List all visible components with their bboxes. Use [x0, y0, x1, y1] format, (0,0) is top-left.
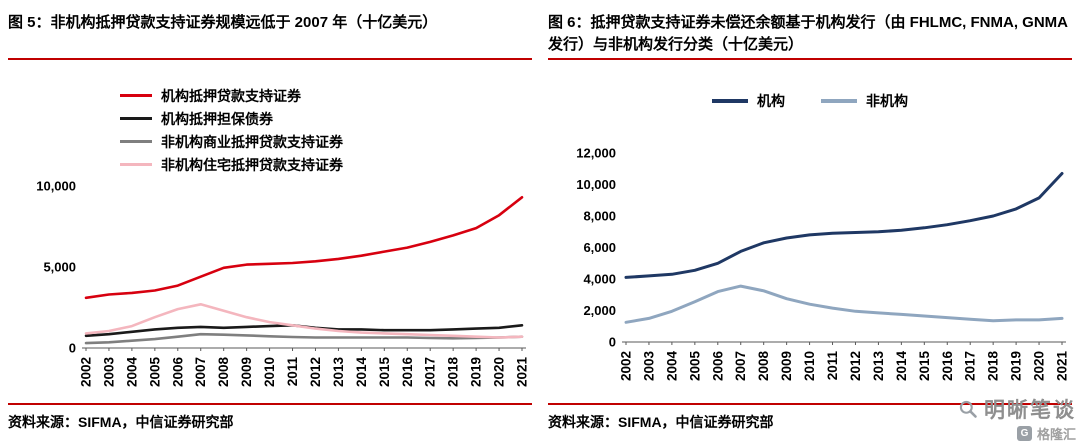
svg-text:2019: 2019 — [1009, 351, 1024, 381]
legend-label: 机构抵押担保债券 — [161, 110, 273, 127]
legend-swatch — [712, 99, 748, 103]
svg-text:2005: 2005 — [147, 357, 162, 388]
svg-text:2013: 2013 — [871, 351, 886, 382]
figure-5-panel: 图 5：非机构抵押贷款支持证券规模远低于 2007 年（十亿美元） 机构抵押贷款… — [8, 10, 532, 445]
figure-6-legend: 机构 非机构 — [548, 88, 1072, 114]
figure-6-chart-area: 机构 非机构 0 2,000 4,000 6,000 8,000 10,000 12,000 2… — [548, 60, 1072, 403]
legend-swatch — [120, 139, 152, 144]
figure-5-title-separator — [8, 58, 532, 60]
svg-text:2,000: 2,000 — [583, 303, 616, 318]
svg-text:2016: 2016 — [940, 351, 955, 382]
svg-text:5,000: 5,000 — [43, 260, 76, 275]
figure-6-line-chart: 0 2,000 4,000 6,000 8,000 10,000 12,000 2002 200… — [576, 146, 1070, 382]
watermark: 明晰笔谈 G 格隆汇 — [958, 394, 1076, 443]
svg-text:2011: 2011 — [825, 351, 840, 381]
svg-text:10,000: 10,000 — [36, 179, 76, 194]
svg-text:6,000: 6,000 — [583, 240, 616, 255]
legend-item: 非机构商业抵押贷款支持证券 — [120, 130, 532, 153]
legend-label: 机构 — [757, 93, 785, 109]
svg-text:2009: 2009 — [239, 357, 254, 387]
magnifier-icon — [959, 400, 977, 418]
legend-item: 非机构 — [821, 91, 908, 111]
svg-text:2011: 2011 — [285, 357, 300, 387]
svg-text:2006: 2006 — [170, 357, 185, 388]
figure-5-legend: 机构抵押贷款支持证券 机构抵押担保债券非机构商业抵押贷款支持证券 非机构住宅抵押贷款… — [120, 84, 532, 176]
gelonghui-logo-icon: G — [1016, 426, 1032, 441]
svg-text:2019: 2019 — [469, 357, 484, 387]
svg-text:2012: 2012 — [848, 351, 863, 381]
svg-text:2008: 2008 — [216, 357, 231, 388]
legend-swatch — [821, 99, 857, 103]
legend-label: 非机构 — [866, 93, 908, 109]
svg-text:2017: 2017 — [423, 357, 438, 387]
svg-text:2013: 2013 — [331, 357, 346, 388]
svg-text:2003: 2003 — [641, 351, 656, 382]
legend-item: 非机构住宅抵押贷款支持证券 — [120, 153, 532, 176]
figure-6-title: 图 6：抵押贷款支持证券未偿还余额基于机构发行（由 FHLMC, FNMA, G… — [548, 14, 1068, 53]
svg-text:2015: 2015 — [377, 357, 392, 388]
svg-text:2007: 2007 — [193, 357, 208, 387]
svg-text:2021: 2021 — [515, 357, 530, 388]
svg-text:8,000: 8,000 — [583, 209, 616, 224]
watermark-title: 明晰笔谈 — [984, 399, 1076, 422]
figure-6-title-separator — [548, 58, 1072, 60]
svg-text:2021: 2021 — [1055, 351, 1070, 382]
svg-text:2015: 2015 — [917, 351, 932, 382]
figure-5-chart-area: 机构抵押贷款支持证券 机构抵押担保债券非机构商业抵押贷款支持证券 非机构住宅抵押贷款… — [8, 60, 532, 403]
figure-5-source: 资料来源：SIFMA，中信证券研究部 — [8, 414, 234, 430]
svg-text:2009: 2009 — [779, 351, 794, 381]
legend-swatch — [120, 93, 152, 98]
svg-text:4,000: 4,000 — [583, 272, 616, 287]
watermark-brand: 格隆汇 — [1036, 427, 1076, 442]
svg-text:2017: 2017 — [963, 351, 978, 381]
svg-text:12,000: 12,000 — [576, 146, 616, 161]
svg-text:0: 0 — [69, 341, 76, 356]
svg-text:2020: 2020 — [492, 357, 507, 387]
svg-text:2020: 2020 — [1032, 351, 1047, 381]
figure-5-line-chart: 0 5,000 10,000 2002 2003 2004 2005 2006 2007 2008… — [36, 179, 530, 388]
svg-text:2002: 2002 — [619, 351, 634, 381]
svg-text:2016: 2016 — [400, 357, 415, 388]
svg-text:0: 0 — [609, 335, 616, 350]
svg-text:2006: 2006 — [710, 351, 725, 382]
figure-5-source-separator — [8, 403, 532, 405]
legend-swatch — [120, 162, 152, 167]
figure-5-title: 图 5：非机构抵押贷款支持证券规模远低于 2007 年（十亿美元） — [8, 14, 438, 31]
svg-text:2014: 2014 — [894, 351, 909, 382]
svg-text:2003: 2003 — [101, 357, 116, 388]
figure-6-panel: 图 6：抵押贷款支持证券未偿还余额基于机构发行（由 FHLMC, FNMA, G… — [548, 10, 1072, 445]
legend-item: 机构 — [712, 91, 785, 111]
svg-text:2010: 2010 — [802, 351, 817, 381]
svg-text:2005: 2005 — [687, 351, 702, 382]
svg-text:2018: 2018 — [446, 357, 461, 388]
legend-label: 机构抵押贷款支持证券 — [161, 87, 301, 104]
figure-6-source: 资料来源：SIFMA，中信证券研究部 — [548, 414, 774, 430]
svg-text:2014: 2014 — [354, 357, 369, 388]
legend-item: 机构抵押担保债券 — [120, 107, 532, 130]
legend-swatch — [120, 116, 152, 121]
legend-item: 机构抵押贷款支持证券 — [120, 84, 532, 107]
svg-text:2002: 2002 — [79, 357, 94, 387]
svg-text:2004: 2004 — [664, 351, 679, 382]
svg-text:2018: 2018 — [986, 351, 1001, 382]
svg-text:2010: 2010 — [262, 357, 277, 387]
legend-label: 非机构商业抵押贷款支持证券 — [161, 133, 343, 150]
svg-text:2007: 2007 — [733, 351, 748, 381]
svg-text:2008: 2008 — [756, 351, 771, 382]
svg-text:2012: 2012 — [308, 357, 323, 387]
svg-text:2004: 2004 — [124, 357, 139, 388]
svg-text:10,000: 10,000 — [576, 177, 616, 192]
figure-6-source-separator — [548, 403, 1072, 405]
legend-label: 非机构住宅抵押贷款支持证券 — [161, 156, 343, 173]
